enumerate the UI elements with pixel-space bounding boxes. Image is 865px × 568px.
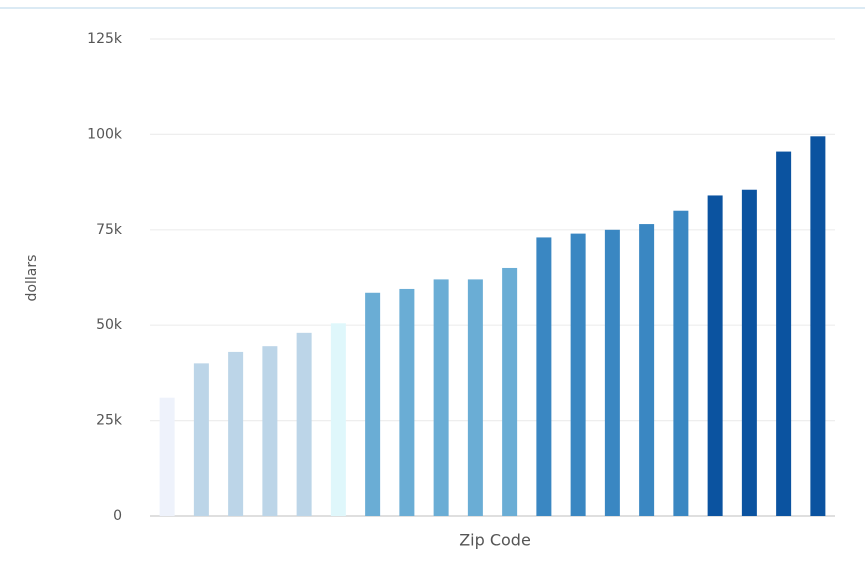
y-tick-label: 125k: [87, 31, 123, 47]
y-tick-label: 50k: [96, 317, 123, 333]
bar: [467, 279, 483, 516]
bar: [159, 397, 175, 516]
bar: [228, 351, 244, 516]
bar: [399, 288, 415, 516]
y-tick-label: 25k: [96, 413, 123, 429]
bar: [536, 237, 552, 516]
bar: [262, 346, 278, 516]
bar: [604, 229, 620, 517]
y-tick-label: 100k: [87, 126, 123, 142]
y-axis-label: dollars: [24, 255, 40, 302]
bar: [707, 195, 723, 516]
bar: [810, 136, 826, 517]
bar: [741, 189, 757, 516]
bar: [296, 332, 312, 516]
y-tick-label: 75k: [96, 222, 123, 238]
x-axis-label: Zip Code: [459, 531, 531, 550]
bar: [433, 279, 449, 516]
bar: [365, 292, 381, 516]
bar: [776, 151, 792, 516]
bar: [639, 224, 655, 517]
y-tick-label: 0: [113, 508, 122, 524]
bar: [673, 210, 689, 516]
bar: [193, 363, 209, 516]
bar: [570, 233, 586, 516]
bar: [330, 323, 346, 516]
bar: [502, 267, 518, 516]
